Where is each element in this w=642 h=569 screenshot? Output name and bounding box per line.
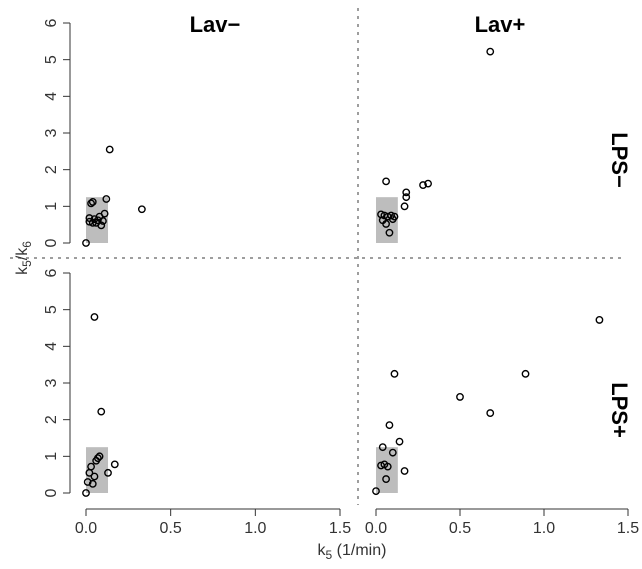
y-tick-label: 6 — [43, 268, 60, 277]
data-point-lavminus-lpsminus — [137, 205, 146, 214]
data-point-lavplus-lpsplus — [395, 437, 404, 446]
data-point-lavplus-lpsminus — [402, 188, 411, 197]
data-point-lavminus-lpsminus — [105, 145, 114, 154]
data-point-lavplus-lpsminus — [402, 193, 411, 202]
x-tick-label: 1.0 — [533, 520, 555, 537]
data-point-lavplus-lpsminus — [400, 202, 409, 211]
data-point-lavplus-lpsminus — [382, 220, 390, 228]
data-point-lavminus-lpsminus — [97, 221, 106, 230]
x-tick-label: 1.5 — [329, 520, 351, 537]
y-tick-label: 2 — [43, 165, 60, 174]
y-axis-title: k5/k6 — [14, 241, 34, 275]
divider-layer — [10, 8, 622, 505]
y-tick-label: 0 — [43, 488, 60, 497]
points-layer — [82, 47, 604, 497]
data-point-lavplus-lpsplus — [390, 369, 399, 378]
data-point-lavplus-lpsminus — [419, 181, 427, 189]
column-title-lavplus: Lav+ — [475, 12, 526, 37]
data-point-lavminus-lpsplus — [93, 454, 102, 463]
y-tick-label: 3 — [43, 378, 60, 387]
data-point-lavminus-lpsminus — [99, 217, 107, 225]
data-point-lavminus-lpsminus — [87, 199, 95, 208]
y-tick-label: 4 — [43, 342, 60, 351]
data-point-lavplus-lpsminus — [382, 177, 390, 186]
data-point-lavminus-lpsplus — [110, 460, 119, 469]
data-point-lavminus-lpsplus — [104, 468, 112, 477]
data-point-lavplus-lpsplus — [383, 462, 392, 471]
x-tick-label: 1.0 — [244, 520, 266, 537]
x-tick-label: 0.0 — [365, 520, 387, 537]
y-tick-label: 5 — [43, 55, 60, 64]
y-tick-label: 1 — [43, 202, 60, 211]
x-tick-label: 0.5 — [160, 520, 182, 537]
data-point-lavplus-lpsplus — [400, 467, 409, 475]
data-point-lavminus-lpsplus — [87, 462, 95, 471]
data-point-lavminus-lpsplus — [90, 472, 99, 481]
y-tick-label: 6 — [43, 18, 60, 27]
data-point-lavplus-lpsplus — [385, 421, 394, 430]
data-point-lavplus-lpsplus — [378, 443, 387, 452]
x-axis-title: k5 (1/min) — [318, 542, 387, 562]
data-point-lavminus-lpsplus — [88, 479, 97, 488]
y-tick-label: 4 — [43, 92, 60, 101]
y-tick-label: 5 — [43, 305, 60, 314]
data-point-lavplus-lpsminus — [385, 228, 394, 237]
data-point-lavminus-lpsminus — [82, 239, 90, 247]
data-point-lavplus-lpsplus — [382, 475, 390, 483]
row-label-lpsminus: LPS− — [607, 132, 632, 188]
row-label-lpsplus: LPS+ — [607, 382, 632, 438]
data-point-lavplus-lpsminus — [486, 47, 495, 56]
data-point-lavplus-lpsplus — [372, 487, 380, 496]
data-point-lavminus-lpsplus — [90, 313, 99, 321]
data-point-lavminus-lpsminus — [100, 209, 109, 218]
labels-layer: Lav− Lav+ LPS− LPS+ — [190, 12, 632, 438]
x-tick-label: 1.5 — [617, 520, 639, 537]
data-point-lavplus-lpsplus — [486, 409, 495, 417]
data-point-lavplus-lpsplus — [388, 448, 397, 457]
data-point-lavminus-lpsplus — [83, 478, 92, 486]
column-title-lavminus: Lav− — [190, 12, 241, 37]
data-point-lavminus-lpsplus — [82, 489, 90, 497]
y-tick-label: 1 — [43, 452, 60, 461]
data-point-lavminus-lpsplus — [97, 407, 106, 416]
data-point-lavminus-lpsminus — [88, 198, 97, 206]
data-point-lavplus-lpsplus — [521, 369, 530, 378]
x-tick-label: 0.5 — [449, 520, 471, 537]
y-tick-label: 0 — [43, 238, 60, 247]
box-layer — [86, 197, 398, 493]
data-point-lavplus-lpsplus — [595, 316, 604, 324]
data-point-lavplus-lpsminus — [424, 179, 432, 188]
data-point-lavplus-lpsminus — [390, 212, 399, 221]
axes-layer: 0 1 2 3 4 5 6 0 1 2 3 4 5 6 0.0 0.5 1.0 1.5 0.0 0.5 1.0 1.5 — [43, 18, 639, 537]
x-tick-label: 0.0 — [75, 520, 97, 537]
y-tick-label: 3 — [43, 128, 60, 137]
data-point-lavplus-lpsplus — [456, 393, 464, 401]
y-tick-label: 2 — [43, 415, 60, 424]
data-point-lavminus-lpsminus — [102, 195, 111, 203]
data-point-lavminus-lpsplus — [95, 452, 104, 461]
data-point-lavplus-lpsminus — [387, 211, 396, 220]
